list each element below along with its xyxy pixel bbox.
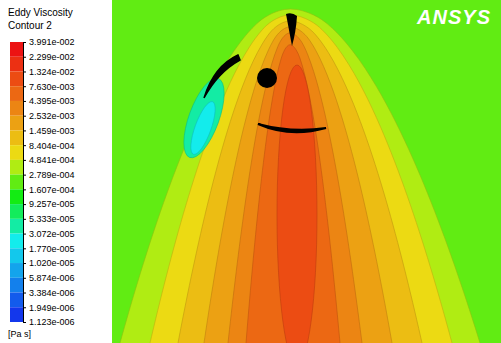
tick-mark xyxy=(23,219,26,220)
colorbar-band xyxy=(10,101,23,116)
tick: 4.841e-004 xyxy=(23,155,75,165)
contour-region xyxy=(176,73,233,162)
tick-label: 1.607e-004 xyxy=(29,185,75,195)
tick-mark xyxy=(23,307,26,308)
contour-region xyxy=(277,65,317,343)
tick-label: 1.020e-005 xyxy=(29,258,75,268)
tick-label: 1.770e-005 xyxy=(29,244,75,254)
colorbar-band xyxy=(10,130,23,145)
tick-label: 1.459e-003 xyxy=(29,126,75,136)
tick-label: 8.404e-004 xyxy=(29,141,75,151)
figure: ANSYS Eddy Viscosity Contour 2 3.991e-002 2.… xyxy=(0,0,501,343)
tick: 5.333e-005 xyxy=(23,214,75,224)
tick-label: 1.949e-006 xyxy=(29,303,75,313)
title: Eddy Viscosity xyxy=(8,7,73,18)
tick-label: 2.789e-004 xyxy=(29,170,75,180)
tick-label: 4.841e-004 xyxy=(29,155,75,165)
subtitle: Contour 2 xyxy=(8,20,52,31)
colorbar-band xyxy=(10,57,23,72)
tick: 7.630e-003 xyxy=(23,82,75,92)
blade xyxy=(258,124,326,132)
colorbar-band xyxy=(10,278,23,293)
unit-label: [Pa s] xyxy=(8,329,31,339)
tick-mark xyxy=(23,278,26,279)
tick-label: 3.991e-002 xyxy=(29,37,75,47)
tick-mark xyxy=(23,130,26,131)
tick-label: 3.072e-005 xyxy=(29,229,75,239)
tick: 1.020e-005 xyxy=(23,258,75,268)
tick: 5.874e-006 xyxy=(23,273,75,283)
colorbar-band xyxy=(10,293,23,308)
tick-label: 1.324e-002 xyxy=(29,67,75,77)
colorbar-band xyxy=(10,204,23,219)
tick-mark xyxy=(23,57,26,58)
colorbar-band xyxy=(10,307,23,322)
tick-mark xyxy=(23,248,26,249)
contour-region xyxy=(186,99,220,157)
colorbar-axis: 3.991e-002 2.299e-002 1.324e-002 7.630e-003… xyxy=(23,37,75,327)
tick-label: 7.630e-003 xyxy=(29,82,75,92)
tick-label: 4.395e-003 xyxy=(29,96,75,106)
colorbar-band xyxy=(10,234,23,249)
tick: 1.949e-006 xyxy=(23,303,75,313)
tick-mark xyxy=(23,234,26,235)
tick: 1.123e-006 xyxy=(23,317,75,327)
colorbar-band xyxy=(10,116,23,131)
tick: 1.770e-005 xyxy=(23,244,75,254)
tick-mark xyxy=(23,42,26,43)
tick-label: 1.123e-006 xyxy=(29,317,75,327)
colorbar-band xyxy=(10,219,23,234)
tick: 9.257e-005 xyxy=(23,199,75,209)
tick-label: 3.384e-006 xyxy=(29,288,75,298)
tick: 3.072e-005 xyxy=(23,229,75,239)
tick-mark xyxy=(23,116,26,117)
bodies xyxy=(204,13,326,132)
tick: 8.404e-004 xyxy=(23,141,75,151)
colorbar-band xyxy=(10,160,23,175)
colorbar-band xyxy=(10,71,23,86)
tick-mark xyxy=(23,204,26,205)
colorbar-band xyxy=(10,248,23,263)
logo: ANSYS xyxy=(416,6,491,28)
hub xyxy=(257,68,277,88)
tick-mark xyxy=(23,145,26,146)
tick-label: 2.299e-002 xyxy=(29,52,75,62)
contour-field xyxy=(112,0,501,343)
tick-mark xyxy=(23,189,26,190)
axis-line xyxy=(24,43,27,323)
tick: 1.607e-004 xyxy=(23,185,75,195)
tick-mark xyxy=(23,71,26,72)
tick: 2.532e-003 xyxy=(23,111,75,121)
colorbar-band xyxy=(10,263,23,278)
tick-mark xyxy=(23,86,26,87)
colorbar xyxy=(10,42,23,322)
blade xyxy=(204,55,240,98)
tick-label: 2.532e-003 xyxy=(29,111,75,121)
colorbar-band xyxy=(10,175,23,190)
tick-label: 5.874e-006 xyxy=(29,273,75,283)
tick: 3.384e-006 xyxy=(23,288,75,298)
tick-label: 9.257e-005 xyxy=(29,199,75,209)
colorbar-band xyxy=(10,86,23,101)
blade xyxy=(286,13,297,46)
tick: 1.324e-002 xyxy=(23,67,75,77)
tick: 4.395e-003 xyxy=(23,96,75,106)
tick-mark xyxy=(23,322,26,323)
tick-mark xyxy=(23,101,26,102)
tick: 2.789e-004 xyxy=(23,170,75,180)
tick-mark xyxy=(23,263,26,264)
tick: 3.991e-002 xyxy=(23,37,75,47)
tick-mark xyxy=(23,293,26,294)
tick: 2.299e-002 xyxy=(23,52,75,62)
colorbar-band xyxy=(10,145,23,160)
colorbar-band xyxy=(10,189,23,204)
tick: 1.459e-003 xyxy=(23,126,75,136)
tick-mark xyxy=(23,175,26,176)
colorbar-band xyxy=(10,42,23,57)
tick-mark xyxy=(23,160,26,161)
tick-label: 5.333e-005 xyxy=(29,214,75,224)
